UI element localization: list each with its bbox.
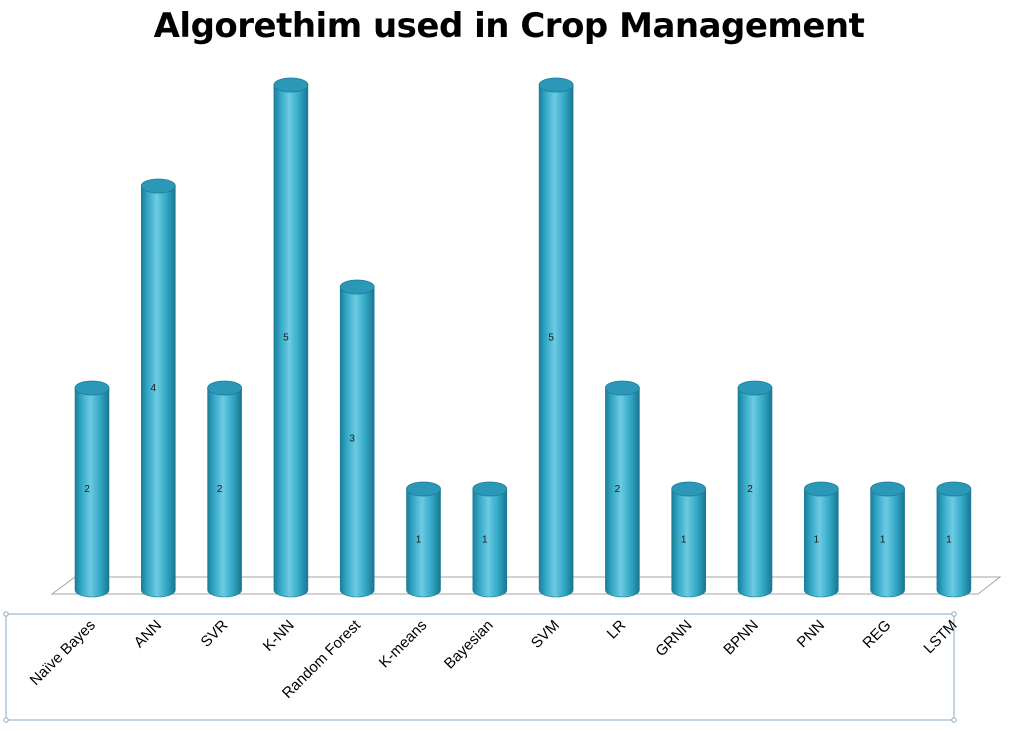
category-label: Bayesian (441, 617, 497, 673)
chart-title: Algorethim used in Crop Management (153, 6, 865, 46)
bar (74, 380, 110, 598)
bar (605, 380, 640, 598)
bar-top (472, 481, 508, 497)
bar-top (605, 380, 640, 396)
category-label: GRNN (652, 617, 695, 660)
bar-body (339, 286, 375, 598)
bar-top (538, 77, 574, 93)
bar (472, 481, 508, 598)
bar-top (339, 279, 375, 295)
category-label: PNN (794, 617, 828, 651)
category-label: K-NN (260, 617, 298, 655)
category-label: SVM (528, 617, 563, 652)
data-label: 2 (747, 484, 753, 495)
data-label: 1 (880, 535, 886, 546)
bar (737, 380, 773, 598)
bar (140, 178, 176, 598)
bar-body (273, 84, 309, 598)
category-label: BPNN (720, 617, 761, 658)
axis-box-handle (951, 611, 957, 617)
category-label: SVR (198, 617, 232, 651)
bar-top (207, 380, 243, 396)
bar-top (74, 380, 110, 396)
category-label: REG (859, 617, 894, 652)
bar (870, 481, 905, 598)
data-labels-group: 2 4 2 5 3 1 1 5 2 1 2 1 1 1 (84, 333, 952, 546)
bar (671, 481, 707, 598)
bar-body (605, 387, 640, 598)
chart-floor (50, 576, 1002, 595)
data-label: 2 (84, 484, 90, 495)
bar (538, 77, 574, 598)
bar (936, 481, 972, 598)
bars-group (74, 77, 972, 598)
category-label: LR (604, 617, 630, 643)
floor-plane (50, 576, 1002, 595)
bar-top (671, 481, 707, 497)
bar-top (406, 481, 441, 497)
bar-body (472, 488, 508, 598)
data-label: 2 (615, 484, 621, 495)
bar-top (803, 481, 839, 497)
bar-body (74, 387, 110, 598)
category-label: LSTM (920, 617, 960, 657)
bar (803, 481, 839, 598)
bar (273, 77, 309, 598)
data-label: 5 (283, 333, 289, 344)
bar (207, 380, 243, 598)
bar-top (737, 380, 773, 396)
category-label: Naïve Bayes (27, 617, 99, 689)
data-label: 3 (349, 434, 355, 445)
bar-body (538, 84, 574, 598)
bar (406, 481, 441, 598)
bar-body (671, 488, 706, 598)
bar-body (406, 488, 441, 598)
bar-body (207, 387, 242, 598)
category-axis-box (5, 613, 955, 721)
bar-body (141, 185, 176, 598)
data-label: 1 (482, 535, 488, 546)
data-label: 1 (681, 535, 687, 546)
bar-body (804, 488, 839, 598)
data-label: 4 (151, 383, 157, 394)
category-label: ANN (131, 617, 165, 651)
bar-body (936, 488, 972, 598)
bar-top (273, 77, 309, 93)
bar-body (870, 488, 905, 598)
bar-top (140, 178, 176, 194)
axis-box-handle (3, 717, 9, 723)
data-label: 1 (814, 535, 820, 546)
data-label: 2 (217, 484, 223, 495)
bar (339, 279, 375, 598)
bar-top (936, 481, 972, 497)
data-label: 1 (946, 535, 952, 546)
bar-body (737, 387, 773, 598)
axis-box-handle (3, 611, 9, 617)
data-label: 5 (548, 333, 554, 344)
axis-box-handle (951, 717, 957, 723)
bar-top (870, 481, 905, 497)
data-label: 1 (416, 535, 422, 546)
category-label: K-means (376, 617, 430, 671)
